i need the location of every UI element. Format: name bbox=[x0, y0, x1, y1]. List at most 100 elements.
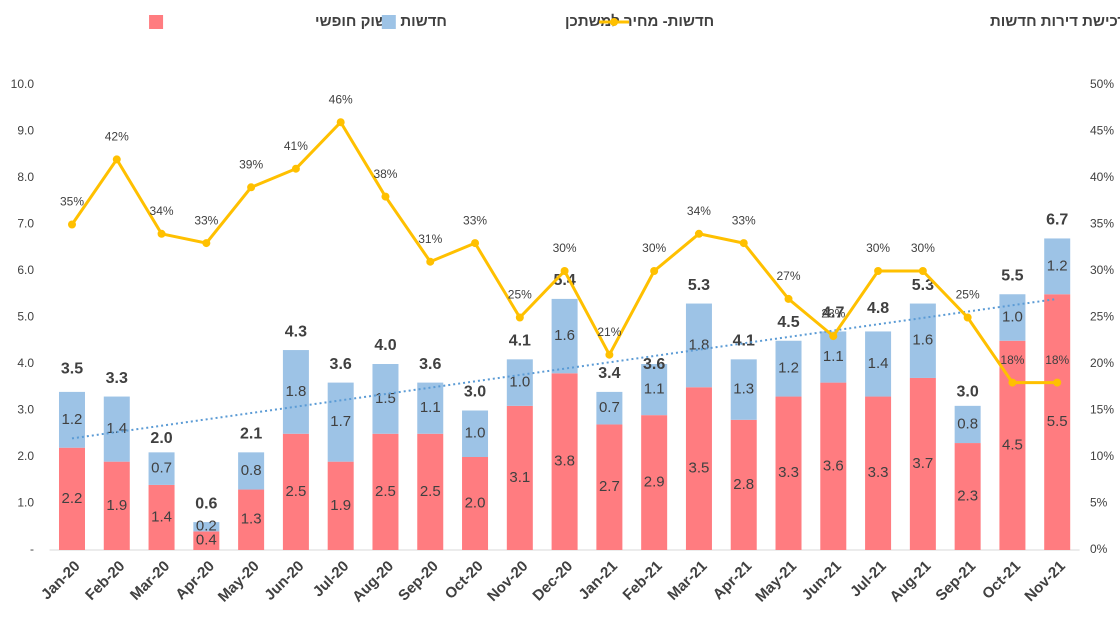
line-point bbox=[560, 267, 569, 275]
bar-segment bbox=[282, 433, 309, 550]
y-tick-label: 7.0 bbox=[17, 217, 34, 231]
y-tick-label: 3.0 bbox=[17, 403, 34, 417]
bar-segment bbox=[730, 359, 757, 420]
x-tick-label: Aug-20 bbox=[349, 558, 397, 606]
x-tick-label: Jan-20 bbox=[38, 558, 84, 604]
bar-segment bbox=[327, 382, 354, 462]
bar-segment bbox=[775, 340, 802, 397]
total-label: 3.6 bbox=[419, 356, 441, 373]
segment-label: 2.5 bbox=[285, 483, 306, 500]
line-label: 39% bbox=[239, 157, 263, 171]
x-tick-label: Nov-20 bbox=[484, 558, 531, 605]
bar-segment bbox=[327, 461, 354, 550]
y2-tick-label: 40% bbox=[1090, 170, 1114, 184]
segment-label: 2.8 bbox=[733, 476, 754, 493]
bar-segment bbox=[865, 331, 892, 397]
line-point bbox=[739, 239, 748, 248]
segment-label: 2.2 bbox=[62, 490, 83, 507]
line-point bbox=[67, 220, 76, 229]
total-label: 4.3 bbox=[285, 323, 307, 340]
line-label: 18% bbox=[1000, 353, 1024, 367]
x-tick-label: Sep-21 bbox=[932, 558, 979, 605]
bar-segment bbox=[238, 489, 265, 550]
bar-segment bbox=[417, 433, 444, 550]
x-tick-label: Nov-21 bbox=[1021, 558, 1068, 605]
x-tick-label: Jul-20 bbox=[310, 558, 353, 601]
y2-tick-label: 10% bbox=[1090, 449, 1114, 463]
y-tick-label: - bbox=[30, 542, 34, 556]
segment-label: 0.8 bbox=[241, 462, 262, 479]
x-tick-label: Apr-21 bbox=[710, 558, 756, 604]
segment-label: 1.6 bbox=[554, 327, 575, 344]
segment-label: 0.7 bbox=[599, 399, 620, 416]
line-label: 31% bbox=[418, 232, 442, 246]
y2-tick-label: 25% bbox=[1090, 310, 1114, 324]
bar-segment bbox=[103, 461, 130, 550]
x-tick-label: Jul-21 bbox=[847, 558, 890, 601]
segment-label: 1.2 bbox=[1047, 257, 1068, 274]
total-label: 4.0 bbox=[374, 337, 396, 354]
line-label: 34% bbox=[687, 204, 711, 218]
line-point bbox=[605, 350, 614, 359]
line-point bbox=[784, 294, 793, 303]
line-point bbox=[1053, 378, 1062, 387]
segment-label: 1.9 bbox=[330, 497, 351, 514]
x-tick-label: Jan-21 bbox=[575, 558, 621, 604]
x-tick-label: Oct-20 bbox=[442, 558, 487, 603]
line-label: 46% bbox=[329, 92, 353, 106]
total-label: 4.8 bbox=[867, 300, 889, 317]
segment-label: 1.8 bbox=[285, 383, 306, 400]
segment-label: 3.3 bbox=[868, 464, 889, 481]
bar-segment bbox=[193, 522, 220, 532]
total-label: 3.0 bbox=[464, 384, 486, 401]
x-tick-label: Mar-21 bbox=[664, 558, 710, 604]
bar-segment bbox=[999, 340, 1026, 550]
legend-swatch bbox=[149, 15, 164, 29]
segment-label: 1.2 bbox=[778, 360, 799, 377]
segment-label: 1.3 bbox=[733, 381, 754, 398]
segment-label: 1.2 bbox=[62, 411, 83, 428]
y2-tick-label: 35% bbox=[1090, 217, 1114, 231]
total-label: 3.5 bbox=[61, 360, 83, 377]
bar-segment bbox=[551, 298, 578, 374]
segment-label: 0.4 bbox=[196, 532, 217, 549]
segment-label: 1.1 bbox=[420, 399, 441, 416]
bar-segment bbox=[730, 419, 757, 550]
total-label: 3.0 bbox=[957, 384, 979, 401]
line-label: 25% bbox=[956, 288, 980, 302]
line-point bbox=[336, 118, 345, 127]
line-point bbox=[157, 229, 166, 238]
line-label: 30% bbox=[911, 241, 935, 255]
line-label: 35% bbox=[60, 195, 84, 209]
line-point bbox=[650, 267, 659, 275]
segment-label: 1.1 bbox=[644, 381, 665, 398]
bar-segment bbox=[417, 382, 444, 434]
line-label: 42% bbox=[105, 130, 129, 144]
bar-segment bbox=[865, 396, 892, 550]
bar-segment bbox=[685, 387, 712, 550]
bar-segment bbox=[58, 447, 85, 550]
bar-segment bbox=[641, 364, 668, 416]
line-point bbox=[1008, 378, 1017, 387]
line-label: 27% bbox=[776, 269, 800, 283]
y2-tick-label: 45% bbox=[1090, 124, 1114, 138]
bar-segment bbox=[506, 359, 533, 406]
y2-tick-label: 50% bbox=[1090, 77, 1114, 91]
bar-segment bbox=[506, 405, 533, 550]
y-tick-label: 4.0 bbox=[17, 356, 34, 370]
line-point bbox=[694, 229, 703, 238]
y-tick-label: 5.0 bbox=[17, 310, 34, 324]
line-label: 34% bbox=[150, 204, 174, 218]
line-point bbox=[963, 313, 972, 322]
line-point bbox=[874, 267, 883, 275]
segment-label: 1.4 bbox=[106, 420, 127, 437]
line-point bbox=[426, 257, 435, 266]
total-label: 2.1 bbox=[240, 426, 262, 443]
bar-segment bbox=[462, 410, 489, 457]
bar-segment bbox=[238, 452, 265, 490]
bar-segment bbox=[193, 531, 220, 550]
x-tick-label: Sep-20 bbox=[395, 558, 442, 605]
total-label: 4.5 bbox=[777, 314, 799, 331]
segment-label: 1.0 bbox=[509, 374, 530, 391]
